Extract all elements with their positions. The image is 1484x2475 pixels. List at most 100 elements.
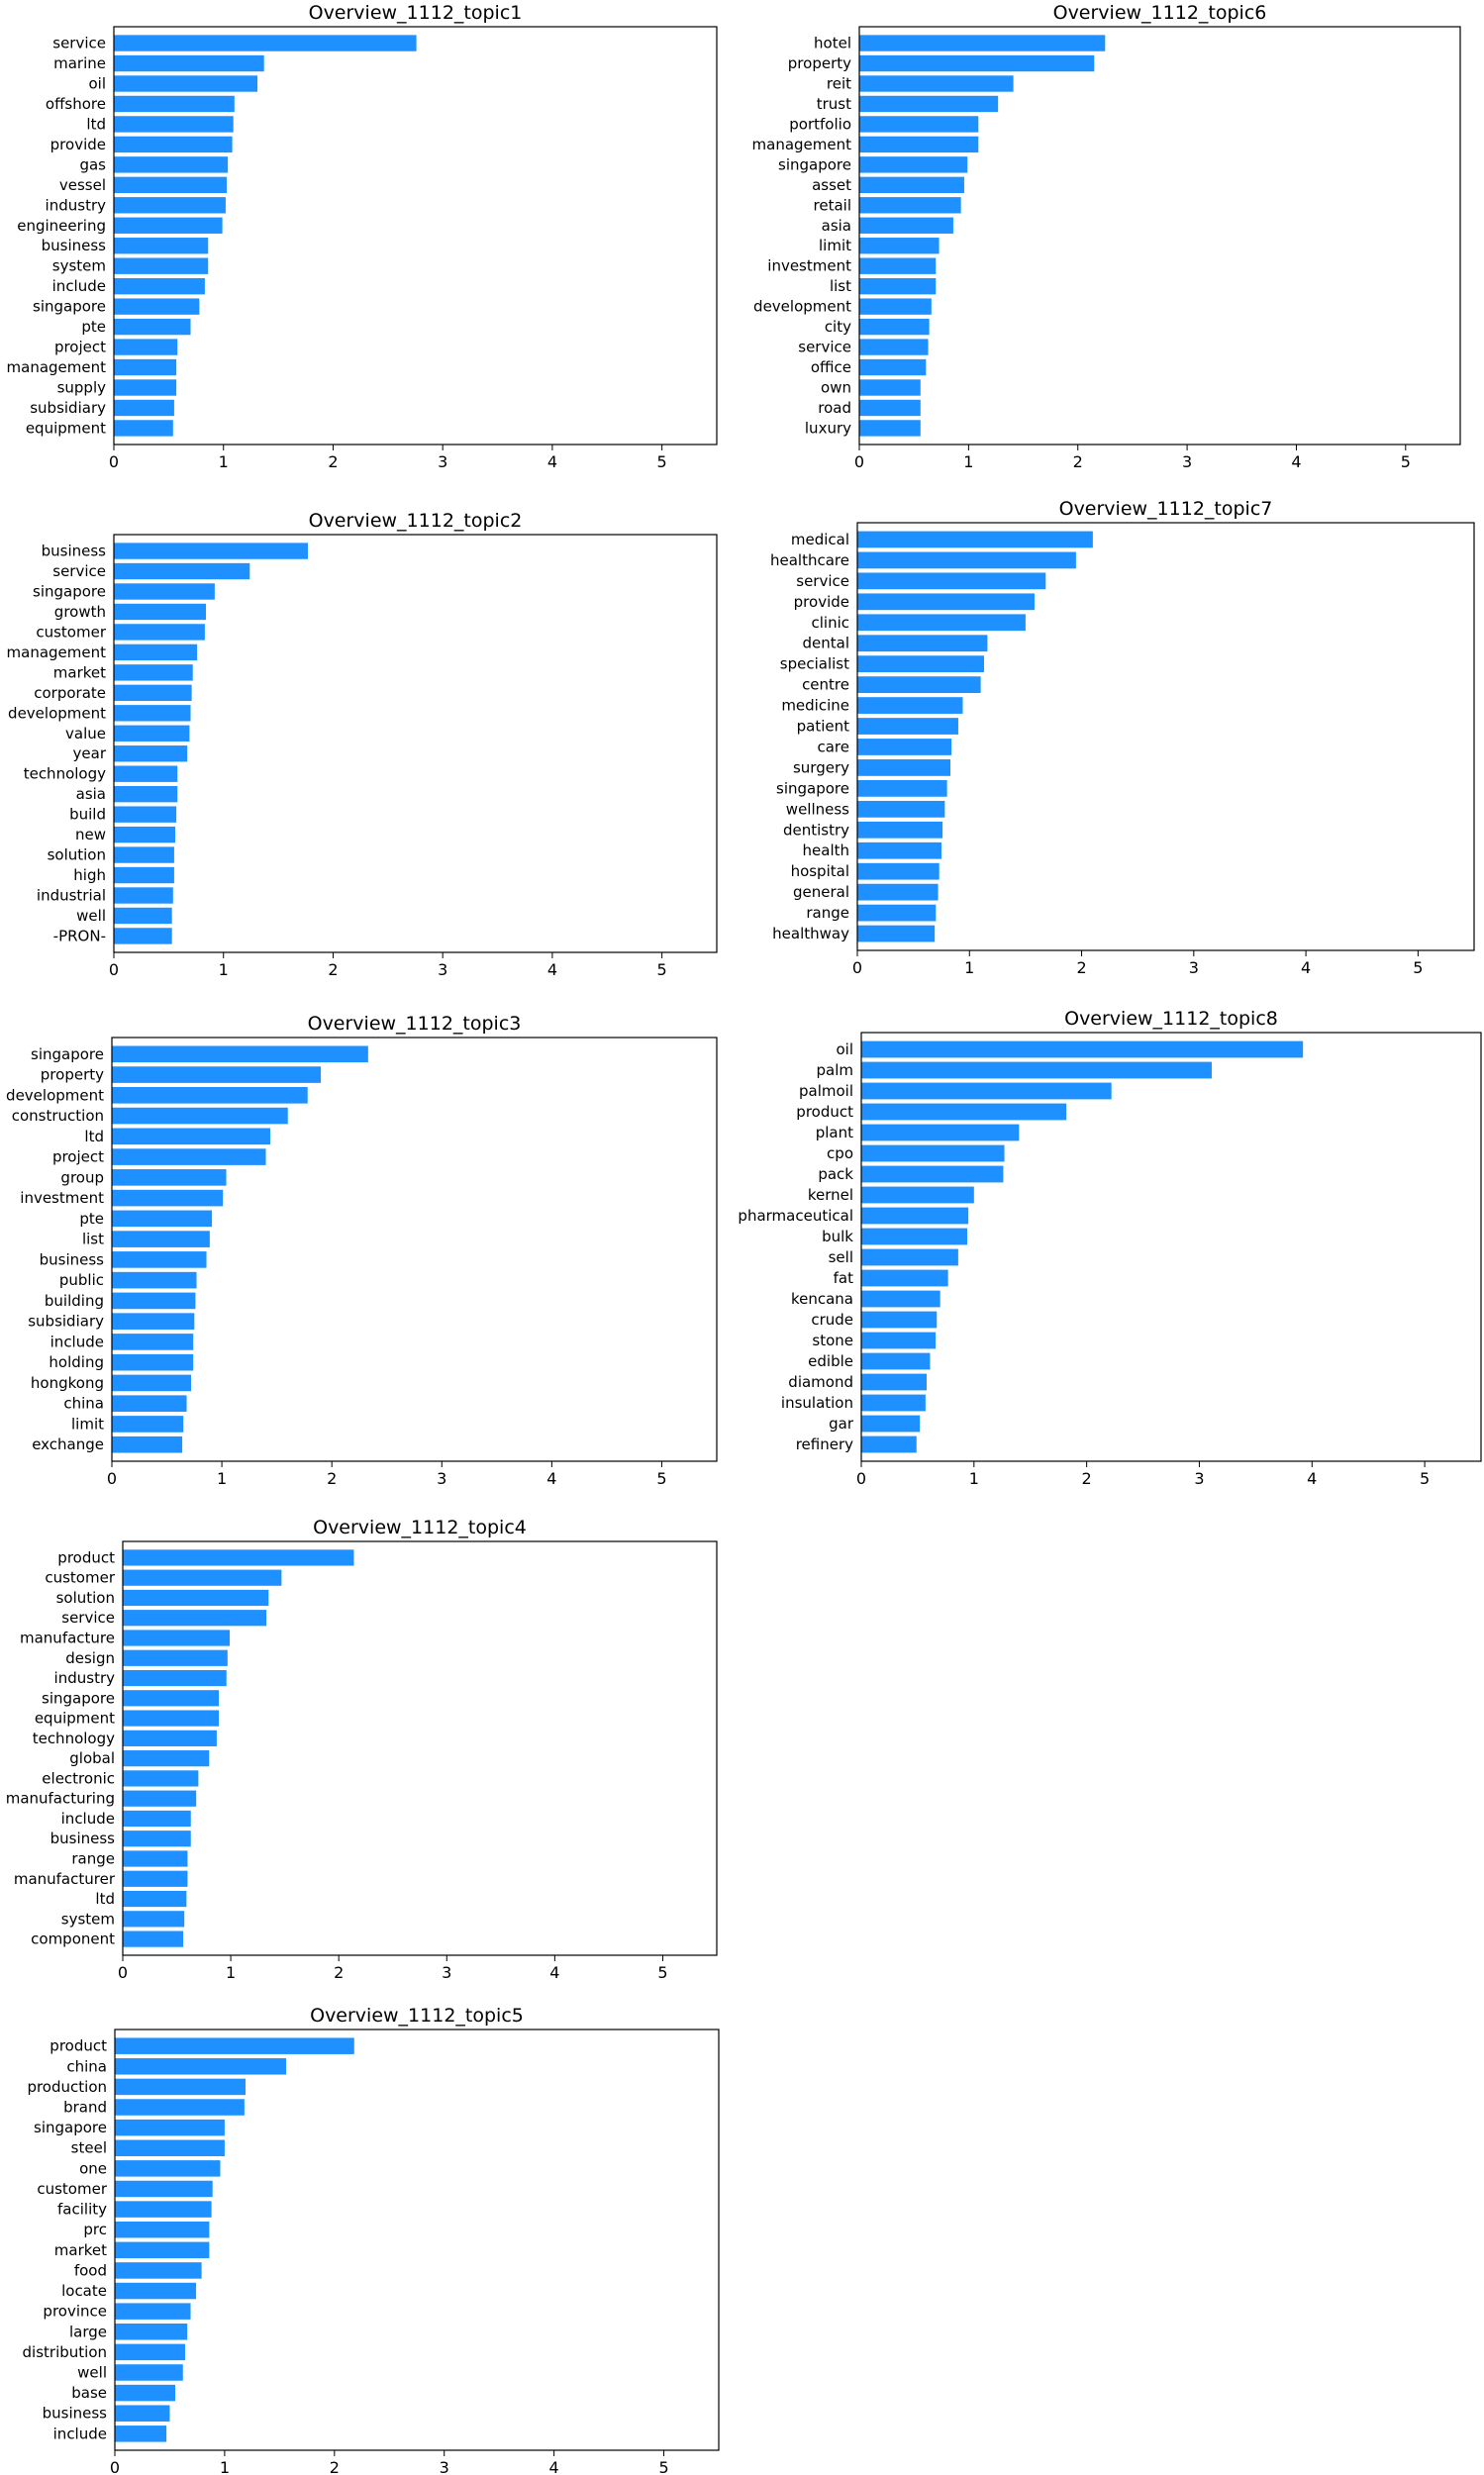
- bar-holding: [112, 1353, 194, 1371]
- plot-frame: [856, 522, 1475, 951]
- bar-medicine: [857, 697, 963, 714]
- bar-list: [112, 1231, 210, 1247]
- bar-industrial: [114, 887, 173, 904]
- bar-offshore: [114, 95, 235, 113]
- plot-frame: [122, 1540, 718, 1956]
- category-label: manufacturer: [14, 1870, 116, 1888]
- bar-hospital: [857, 862, 940, 880]
- category-label: medical: [791, 531, 849, 548]
- category-label: system: [52, 257, 106, 275]
- bar-palm: [861, 1061, 1212, 1079]
- category-label: prc: [83, 2221, 107, 2238]
- bar-gas: [114, 156, 229, 173]
- category-label: global: [69, 1749, 115, 1767]
- bar-high: [114, 866, 174, 884]
- bar-component: [123, 1930, 184, 1947]
- bar-manufacturing: [123, 1790, 197, 1807]
- bar-china: [112, 1395, 187, 1412]
- category-label: build: [69, 806, 106, 824]
- x-tick-label: 4: [549, 2458, 559, 2475]
- category-label: limit: [71, 1415, 104, 1433]
- bar-system: [123, 1911, 185, 1928]
- category-label: project: [52, 1148, 104, 1166]
- plot-frame: [858, 26, 1461, 446]
- category-label: crude: [811, 1311, 853, 1329]
- category-label: cpo: [827, 1144, 853, 1162]
- plot-frame: [114, 2029, 720, 2451]
- bar-construction: [112, 1107, 288, 1125]
- x-tick-label: 0: [852, 958, 862, 977]
- category-label: range: [806, 904, 849, 922]
- category-label: include: [61, 1810, 115, 1828]
- bar-service: [114, 562, 250, 580]
- bar-manufacture: [123, 1630, 230, 1646]
- bar-hongkong: [112, 1374, 191, 1392]
- bar-brand: [115, 2099, 245, 2116]
- category-label: year: [73, 744, 107, 762]
- bar-development: [112, 1087, 308, 1104]
- category-label: customer: [37, 2180, 107, 2198]
- chart-6: oil palm palmoil product plant cpo pack kernel p…: [738, 1008, 1482, 1488]
- bar-office: [859, 358, 927, 376]
- bar-wellness: [857, 800, 945, 818]
- category-label: care: [817, 738, 849, 755]
- x-tick-label: 1: [220, 2458, 230, 2475]
- bar-sell: [861, 1248, 958, 1266]
- bar-specialist: [857, 655, 984, 673]
- category-label: development: [6, 1086, 104, 1104]
- category-label: engineering: [17, 217, 106, 235]
- bar-technology: [123, 1730, 217, 1746]
- category-label: plant: [816, 1124, 853, 1141]
- bar-asset: [859, 176, 964, 194]
- category-label: value: [65, 725, 106, 742]
- bar-service: [114, 35, 417, 51]
- bar-design: [123, 1649, 228, 1666]
- category-label: component: [31, 1930, 115, 1948]
- category-label: clinic: [811, 614, 849, 632]
- bar-industry: [123, 1669, 227, 1687]
- category-label: technology: [33, 1730, 115, 1747]
- bar-project: [114, 339, 178, 355]
- x-tick-label: 3: [440, 2458, 449, 2475]
- bar-portfolio: [859, 116, 979, 133]
- category-label: asia: [76, 785, 106, 803]
- bar-service: [857, 572, 1046, 590]
- category-label: product: [796, 1103, 853, 1121]
- x-tick-label: 0: [856, 1469, 866, 1488]
- category-label: singapore: [776, 779, 849, 797]
- category-label: corporate: [34, 684, 106, 702]
- category-label: building: [45, 1292, 104, 1310]
- x-tick-label: 5: [656, 1469, 666, 1488]
- category-label: portfolio: [789, 115, 851, 133]
- category-label: palm: [817, 1061, 854, 1079]
- chart-5: singapore property development construction…: [6, 1013, 718, 1488]
- category-label: pte: [79, 1210, 104, 1228]
- category-label: industrial: [37, 887, 106, 905]
- bar-road: [859, 399, 921, 417]
- bar-service: [859, 339, 929, 355]
- bar-public: [112, 1271, 197, 1289]
- bar-one: [115, 2160, 221, 2177]
- x-tick-label: 1: [219, 452, 229, 471]
- bar-development: [859, 298, 932, 315]
- bar-plant: [861, 1124, 1020, 1141]
- x-tick-label: 4: [547, 452, 557, 471]
- bar-cpo: [861, 1144, 1005, 1162]
- x-tick-label: 5: [1401, 452, 1411, 471]
- chart-4: medicalhealthcareserviceprovideclinicden…: [770, 498, 1475, 977]
- x-tick-label: 4: [549, 1963, 559, 1982]
- category-label: management: [7, 644, 107, 661]
- bar-singapore: [123, 1690, 220, 1707]
- bar-kernel: [861, 1186, 974, 1204]
- category-label: singapore: [34, 2119, 107, 2136]
- x-tick-label: 1: [964, 958, 974, 977]
- category-label: stone: [812, 1332, 853, 1349]
- category-label: singapore: [31, 1045, 104, 1063]
- bar-reit: [859, 75, 1014, 92]
- bar-large: [115, 2324, 188, 2340]
- category-label: service: [61, 1609, 115, 1627]
- bar-diamond: [861, 1373, 928, 1391]
- category-label: facility: [57, 2201, 107, 2219]
- category-label: market: [54, 2241, 107, 2259]
- category-label: industry: [46, 196, 107, 214]
